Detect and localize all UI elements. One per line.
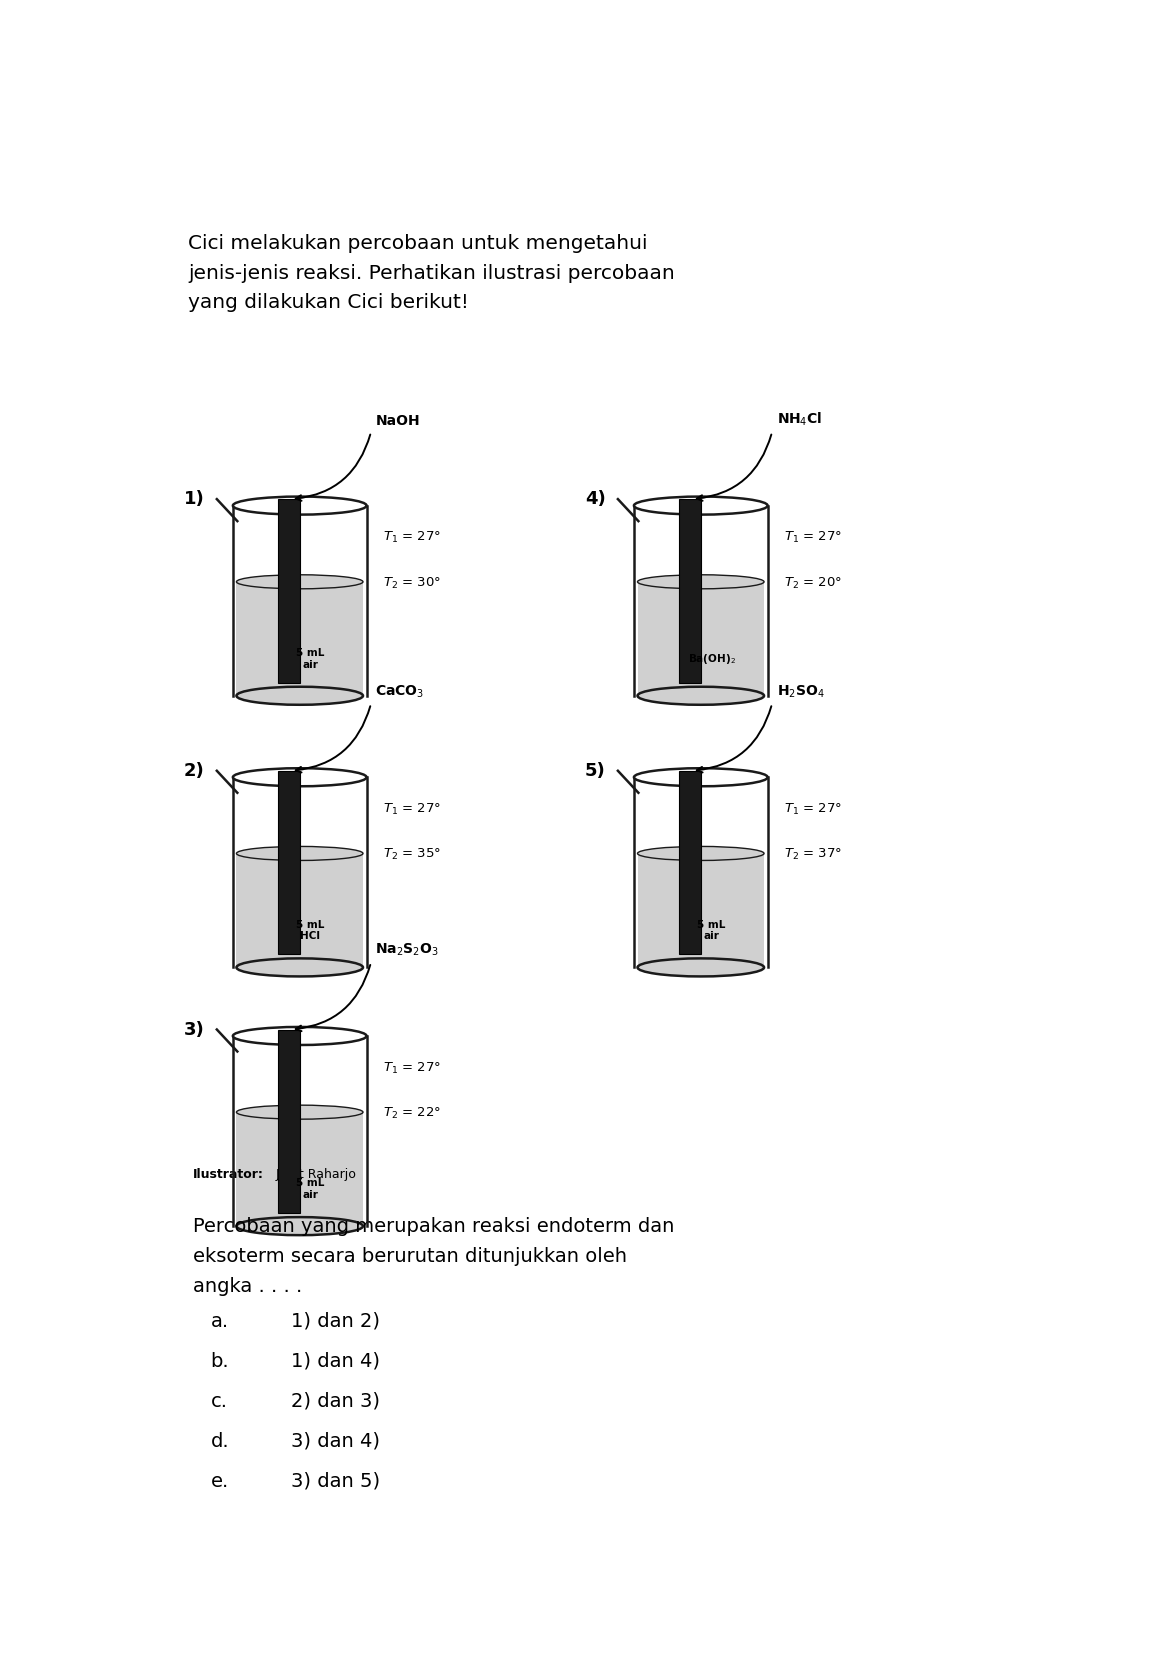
Ellipse shape	[634, 768, 768, 786]
Polygon shape	[278, 499, 300, 682]
Polygon shape	[278, 1030, 300, 1213]
Text: H$_2$SO$_4$: H$_2$SO$_4$	[776, 684, 825, 699]
Text: 5 mL
air: 5 mL air	[297, 648, 324, 670]
Polygon shape	[637, 853, 764, 968]
Text: 4): 4)	[585, 491, 606, 507]
Text: jenis-jenis reaksi. Perhatikan ilustrasi percobaan: jenis-jenis reaksi. Perhatikan ilustrasi…	[189, 264, 675, 282]
Text: 5): 5)	[585, 761, 606, 780]
Text: $T_1$ = 27°: $T_1$ = 27°	[383, 801, 440, 816]
Text: 1): 1)	[184, 491, 205, 507]
Ellipse shape	[637, 575, 764, 588]
Text: Cici melakukan percobaan untuk mengetahui: Cici melakukan percobaan untuk mengetahu…	[189, 234, 647, 254]
Polygon shape	[637, 581, 764, 696]
Ellipse shape	[237, 847, 363, 860]
Text: 2) dan 3): 2) dan 3)	[291, 1391, 380, 1411]
Text: eksoterm secara berurutan ditunjukkan oleh: eksoterm secara berurutan ditunjukkan ol…	[193, 1247, 627, 1265]
Text: $T_2$ = 37°: $T_2$ = 37°	[783, 847, 842, 862]
Ellipse shape	[232, 768, 367, 786]
Text: $T_1$ = 27°: $T_1$ = 27°	[783, 531, 842, 546]
Text: a.: a.	[210, 1312, 229, 1331]
Text: 5 mL
HCl: 5 mL HCl	[297, 919, 324, 941]
Text: yang dilakukan Cici berikut!: yang dilakukan Cici berikut!	[189, 294, 469, 312]
Text: $T_2$ = 30°: $T_2$ = 30°	[383, 576, 440, 591]
Polygon shape	[678, 771, 702, 954]
Text: Ilustrator:: Ilustrator:	[193, 1168, 263, 1181]
Text: d.: d.	[210, 1431, 229, 1452]
Text: Jarot Raharjo: Jarot Raharjo	[276, 1168, 356, 1181]
Text: NaOH: NaOH	[375, 413, 420, 428]
Ellipse shape	[237, 958, 363, 976]
Text: $T_1$ = 27°: $T_1$ = 27°	[383, 531, 440, 546]
Text: CaCO$_3$: CaCO$_3$	[375, 684, 424, 699]
Polygon shape	[237, 853, 363, 968]
Ellipse shape	[637, 958, 764, 976]
Text: 3) dan 5): 3) dan 5)	[291, 1472, 380, 1490]
Text: $T_2$ = 20°: $T_2$ = 20°	[783, 576, 842, 591]
Ellipse shape	[232, 497, 367, 514]
Text: 2): 2)	[184, 761, 205, 780]
Ellipse shape	[637, 687, 764, 706]
Ellipse shape	[634, 497, 768, 514]
Ellipse shape	[637, 847, 764, 860]
Text: 3): 3)	[184, 1020, 205, 1038]
Ellipse shape	[237, 687, 363, 706]
Text: angka . . . .: angka . . . .	[193, 1277, 302, 1295]
Text: $T_1$ = 27°: $T_1$ = 27°	[783, 801, 842, 816]
Text: e.: e.	[210, 1472, 229, 1490]
Ellipse shape	[237, 1105, 363, 1119]
Text: 5 mL
air: 5 mL air	[697, 919, 726, 941]
Polygon shape	[278, 771, 300, 954]
Text: Percobaan yang merupakan reaksi endoterm dan: Percobaan yang merupakan reaksi endoterm…	[193, 1216, 674, 1236]
Text: $T_1$ = 27°: $T_1$ = 27°	[383, 1060, 440, 1075]
Ellipse shape	[237, 1216, 363, 1235]
Text: 1) dan 2): 1) dan 2)	[291, 1312, 380, 1331]
Text: 1) dan 4): 1) dan 4)	[291, 1352, 380, 1371]
Ellipse shape	[237, 575, 363, 588]
Polygon shape	[237, 581, 363, 696]
Text: NH$_4$Cl: NH$_4$Cl	[776, 410, 822, 428]
Text: $T_2$ = 35°: $T_2$ = 35°	[383, 847, 440, 862]
Text: 5 mL
air: 5 mL air	[297, 1178, 324, 1200]
Ellipse shape	[232, 1026, 367, 1045]
Text: 3) dan 4): 3) dan 4)	[291, 1431, 380, 1452]
Text: b.: b.	[210, 1352, 229, 1371]
Text: c.: c.	[210, 1391, 228, 1411]
Text: $T_2$ = 22°: $T_2$ = 22°	[383, 1105, 440, 1121]
Polygon shape	[237, 1112, 363, 1226]
Text: Na$_2$S$_2$O$_3$: Na$_2$S$_2$O$_3$	[375, 942, 439, 958]
Text: Ba(OH)$_2$: Ba(OH)$_2$	[688, 652, 735, 665]
Polygon shape	[678, 499, 702, 682]
